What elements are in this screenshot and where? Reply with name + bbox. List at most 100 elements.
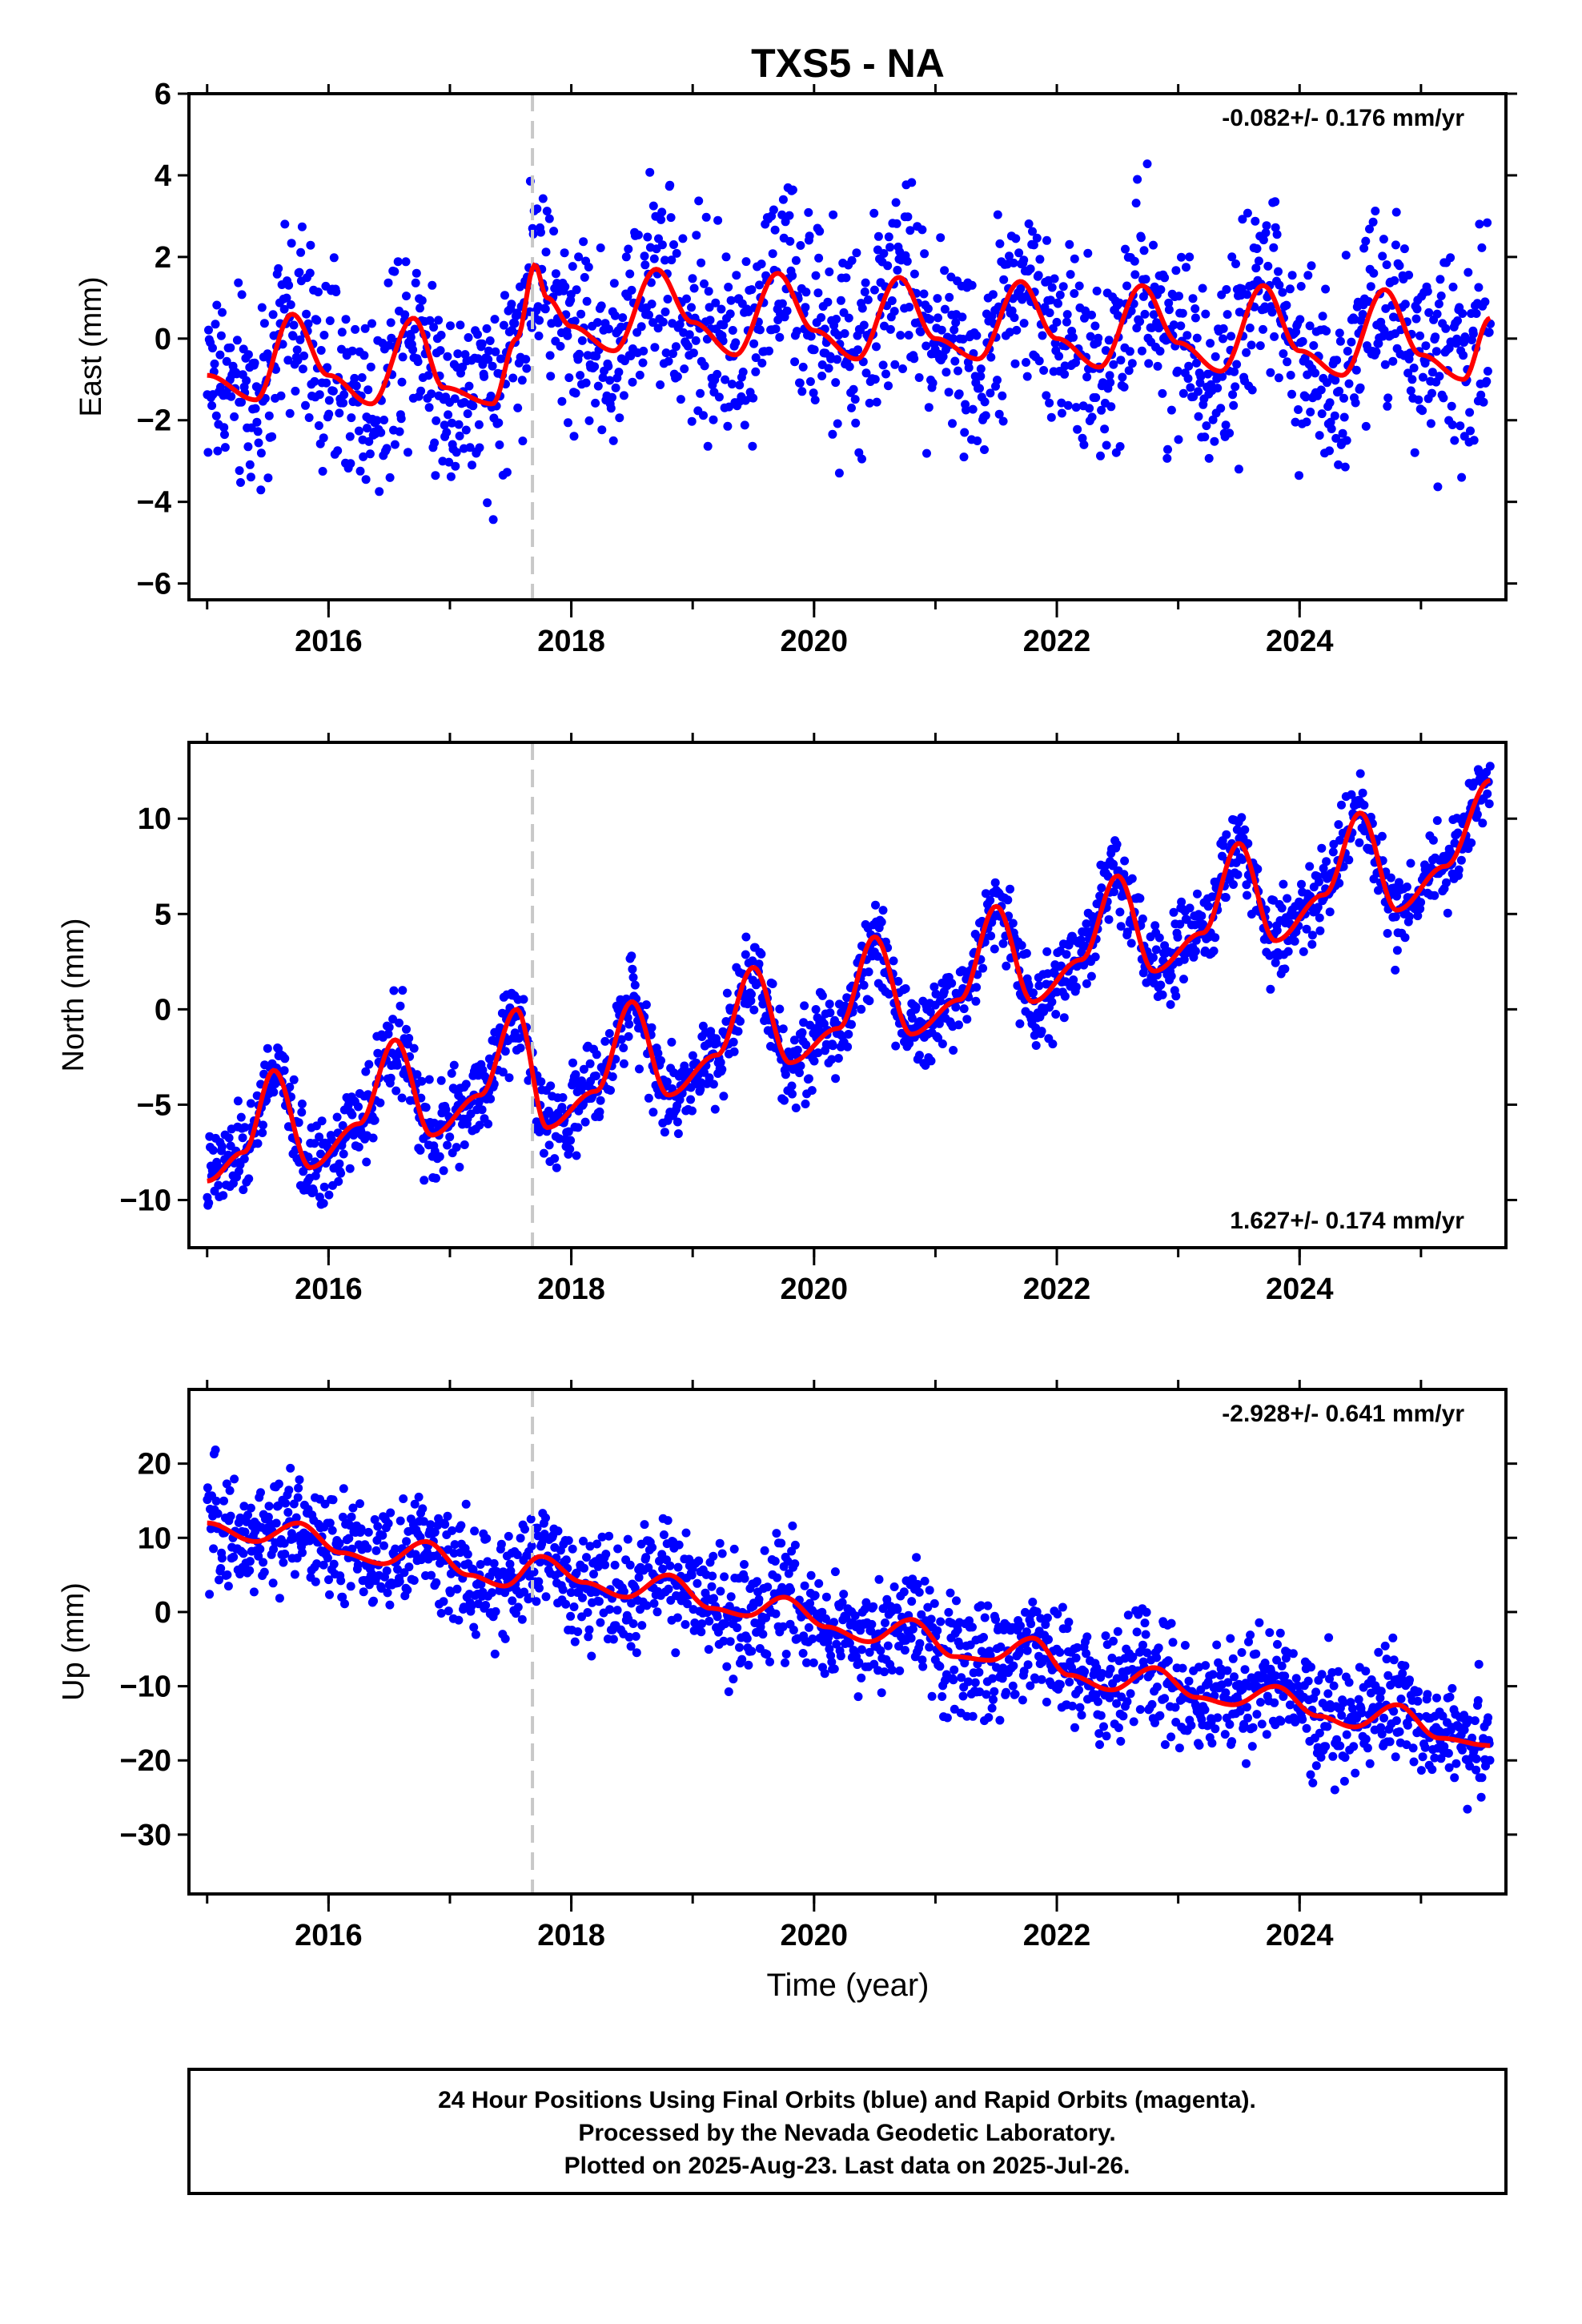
data-point [1303, 370, 1312, 380]
data-point [946, 1588, 955, 1598]
data-point [211, 320, 220, 329]
data-point [709, 1080, 718, 1089]
data-point [283, 1508, 293, 1517]
data-point [338, 1512, 347, 1522]
data-point [427, 389, 436, 399]
data-point [510, 319, 520, 328]
data-point [736, 1016, 745, 1026]
x-tick-label: 2022 [1023, 625, 1091, 658]
data-point [335, 1538, 344, 1548]
data-point [801, 1100, 810, 1108]
y-tick-label: 0 [155, 993, 171, 1027]
data-point [222, 1479, 231, 1489]
data-point [513, 1602, 523, 1612]
data-point [765, 346, 773, 356]
data-point [1015, 1019, 1025, 1028]
data-point [1380, 360, 1390, 369]
data-point [1460, 332, 1470, 342]
data-point [1283, 357, 1292, 367]
data-point [697, 1627, 706, 1637]
data-point [928, 378, 938, 388]
data-point [432, 1578, 441, 1587]
data-point [433, 1521, 443, 1530]
data-point [339, 398, 348, 408]
data-point [689, 283, 699, 293]
data-point [491, 347, 500, 356]
data-point [1028, 227, 1037, 236]
data-point [1131, 199, 1141, 208]
data-point [1270, 332, 1279, 341]
data-point [245, 1566, 255, 1575]
data-point [595, 1107, 604, 1116]
data-point [291, 1513, 301, 1522]
data-point [370, 1116, 379, 1125]
data-point [964, 363, 974, 372]
data-point [609, 279, 619, 288]
data-point [1211, 1724, 1220, 1734]
data-point [434, 1514, 444, 1523]
data-point [463, 409, 472, 419]
data-point [781, 1658, 789, 1667]
data-point [269, 1088, 279, 1097]
data-point [1295, 315, 1305, 324]
data-point [704, 287, 713, 296]
data-point [853, 1692, 863, 1702]
data-point [1316, 385, 1326, 395]
data-point [1169, 320, 1178, 330]
data-point [355, 466, 365, 476]
data-point [1223, 1666, 1232, 1675]
x-tick-label: 2020 [781, 1273, 849, 1306]
data-point [998, 416, 1008, 426]
data-point [675, 320, 685, 329]
data-point [628, 1619, 638, 1628]
data-point [920, 1576, 930, 1586]
data-point [347, 1512, 356, 1522]
data-point [1022, 949, 1031, 958]
data-point [990, 944, 999, 954]
data-point [1200, 432, 1210, 442]
data-point [387, 333, 396, 343]
y-axis-label: East (mm) [74, 276, 108, 416]
data-point [926, 315, 935, 324]
data-point [725, 309, 735, 319]
data-point [315, 1192, 324, 1202]
data-point [975, 384, 984, 393]
data-point [229, 1552, 239, 1562]
data-point [1053, 1610, 1062, 1618]
data-point [1273, 1639, 1282, 1649]
data-point [324, 1190, 334, 1200]
data-point [1168, 1638, 1178, 1647]
data-point [885, 324, 895, 334]
y-tick-label: 0 [155, 323, 171, 356]
data-point [696, 1084, 705, 1094]
data-point [325, 1518, 335, 1528]
data-point [535, 1128, 544, 1136]
data-point [1066, 270, 1075, 279]
data-point [1037, 1675, 1046, 1684]
data-point [648, 1108, 658, 1117]
data-point [348, 1503, 358, 1513]
data-point [1423, 287, 1432, 296]
data-point [516, 1534, 525, 1543]
data-point [399, 1494, 408, 1503]
data-point [1365, 224, 1374, 234]
data-point [923, 1602, 933, 1612]
data-point [1325, 398, 1335, 408]
data-point [1017, 941, 1026, 950]
data-point [1194, 412, 1203, 421]
data-point [647, 1023, 656, 1032]
data-point [290, 1570, 299, 1579]
data-point [714, 392, 724, 402]
data-point [351, 324, 360, 334]
data-point [704, 1039, 713, 1048]
data-point [1383, 929, 1392, 938]
data-point [1112, 1674, 1122, 1683]
data-point [1321, 284, 1331, 294]
data-point [336, 1576, 346, 1586]
data-point [1231, 382, 1240, 392]
data-point [544, 1140, 554, 1150]
data-point [390, 267, 400, 276]
data-point [857, 454, 866, 464]
data-point [659, 1530, 669, 1539]
data-point [1102, 440, 1111, 450]
